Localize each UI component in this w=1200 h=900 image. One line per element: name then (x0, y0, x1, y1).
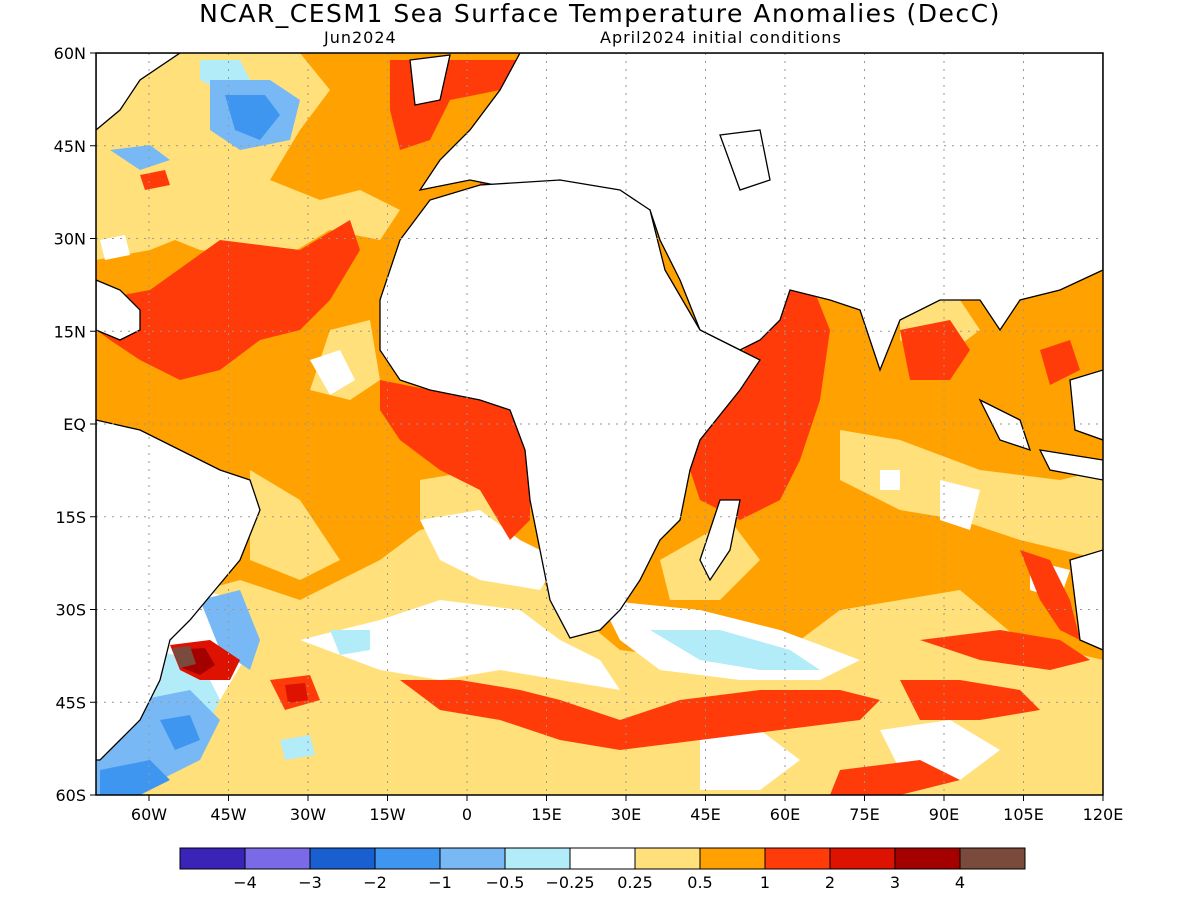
colorbar-label: −1 (428, 873, 452, 892)
colorbar-label: −0.25 (545, 873, 594, 892)
lon-tick-label: 45W (210, 805, 246, 824)
lon-tick-label: 30E (611, 805, 641, 824)
north-america-coast (96, 53, 182, 131)
colorbar-box (829, 847, 896, 870)
colorbar-label: 2 (825, 873, 835, 892)
colorbar-box (309, 847, 376, 870)
colorbar-box (179, 847, 246, 870)
lat-tick-label: 45N (54, 137, 86, 156)
colorbar-label: −0.5 (486, 873, 525, 892)
forecast-month: Jun2024 (324, 28, 397, 47)
colorbar-box (959, 847, 1026, 870)
colorbar-labels: −4 −3 −2 −1 −0.5 −0.25 0.25 0.5 1 2 3 4 (233, 873, 965, 892)
colorbar-box (244, 847, 311, 870)
lon-tick-label: 15W (369, 805, 405, 824)
lat-tick-label: 15S (55, 508, 86, 527)
map-title: NCAR_CESM1 Sea Surface Temperature Anoma… (199, 0, 1001, 28)
madagascar (699, 499, 741, 582)
lon-tick-label: 75E (849, 805, 879, 824)
latitude-labels: 60N 45N 30N 15N EQ 15S 30S 45S 60S (54, 44, 96, 805)
lon-tick-label: 0 (462, 805, 472, 824)
colorbar-boxes (179, 847, 1026, 870)
initial-conditions-label: April2024 initial conditions (600, 28, 842, 47)
lon-tick-label: 15E (531, 805, 561, 824)
colorbar-box (504, 847, 571, 870)
africa-continent (379, 179, 761, 639)
colorbar-label: −3 (298, 873, 322, 892)
anomaly-field (96, 53, 1103, 795)
colorbar-label: 3 (890, 873, 900, 892)
lon-tick-label: 60E (770, 805, 800, 824)
lat-tick-label: 30N (54, 230, 86, 249)
colorbar-label: 0.25 (617, 873, 653, 892)
lon-tick-label: 120E (1083, 805, 1124, 824)
colorbar-box (894, 847, 961, 870)
colorbar-box (569, 847, 636, 870)
lon-tick-label: 90E (929, 805, 959, 824)
colorbar-box (764, 847, 831, 870)
lon-tick-label: 45E (690, 805, 720, 824)
colorbar-box (634, 847, 701, 870)
lat-tick-label: EQ (63, 415, 86, 434)
colorbar-box (439, 847, 506, 870)
colorbar-label: 0.5 (687, 873, 712, 892)
colorbar-label: −4 (233, 873, 257, 892)
lon-tick-label: 60W (131, 805, 167, 824)
lat-tick-label: 45S (55, 693, 86, 712)
australia (1069, 549, 1103, 651)
south-america (96, 419, 261, 761)
lat-tick-label: 60N (54, 44, 86, 63)
longitude-labels: 60W 45W 30W 15W 0 15E 30E 45E 60E 75E 90E 105E 120E (131, 795, 1123, 824)
colorbar-box (699, 847, 766, 870)
colorbar-box (374, 847, 441, 870)
colorbar-label: 1 (760, 873, 770, 892)
lat-tick-label: 15N (54, 322, 86, 341)
land (96, 53, 1103, 761)
anomaly-region-neg-1 (100, 95, 280, 795)
colorbar-label: −2 (363, 873, 387, 892)
lat-tick-label: 60S (55, 786, 86, 805)
colorbar-label: 4 (955, 873, 965, 892)
lon-tick-label: 30W (290, 805, 326, 824)
lat-tick-label: 30S (55, 601, 86, 620)
lon-tick-label: 105E (1003, 805, 1044, 824)
anomaly-region-4 (172, 646, 196, 668)
